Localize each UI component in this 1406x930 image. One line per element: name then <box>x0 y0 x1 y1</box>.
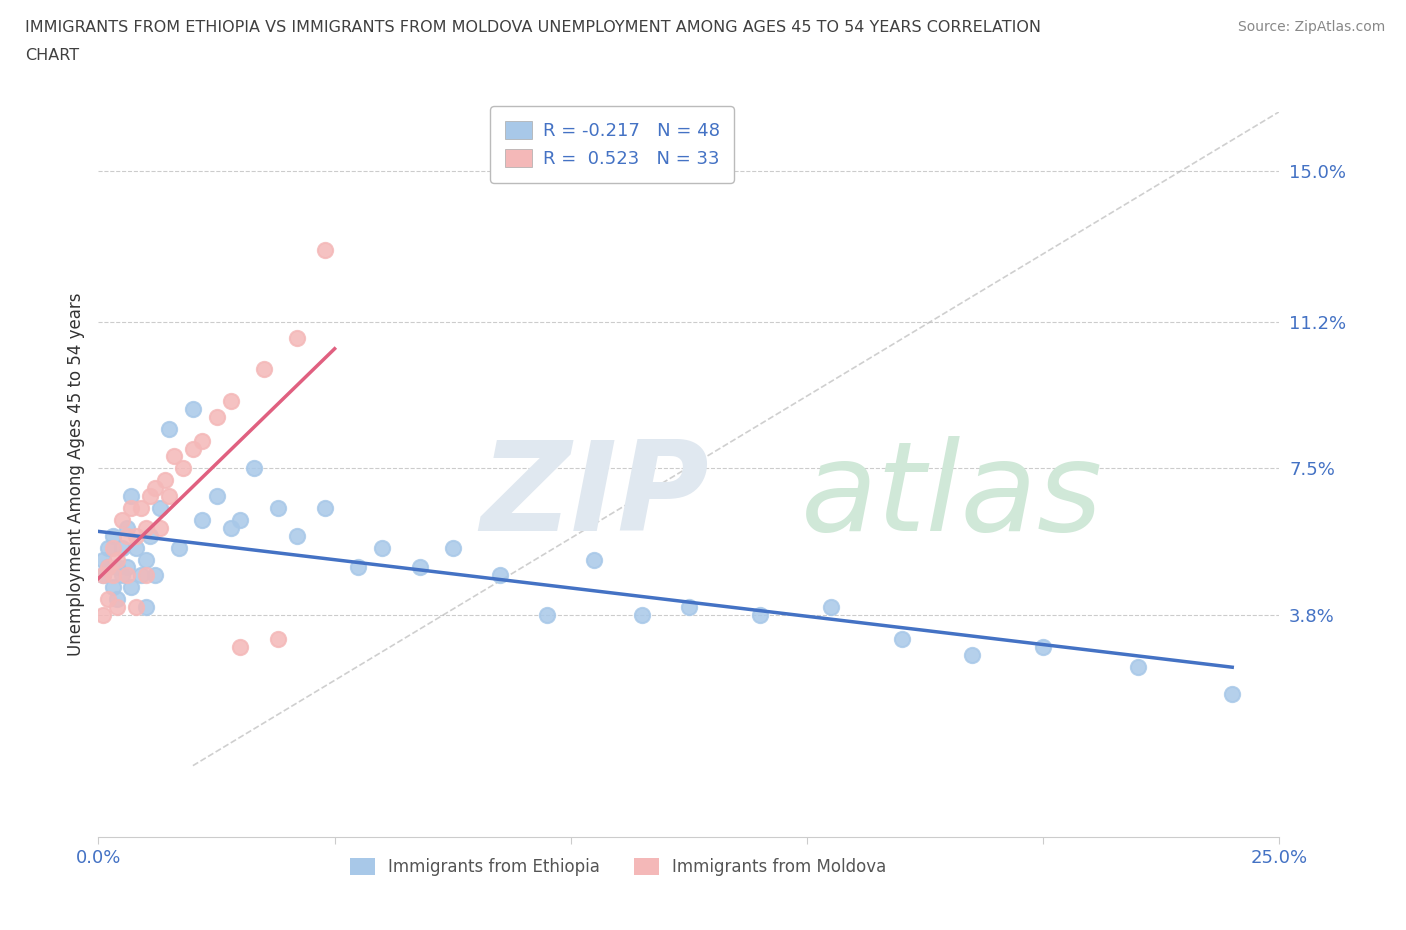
Text: ZIP: ZIP <box>479 435 709 556</box>
Point <box>121 579 143 594</box>
Point <box>314 243 336 258</box>
Point <box>536 607 558 622</box>
Point <box>1032 639 1054 654</box>
Point <box>205 409 228 424</box>
Point <box>219 521 242 536</box>
Point <box>191 512 214 527</box>
Point <box>149 521 172 536</box>
Point <box>91 568 114 583</box>
Point <box>101 528 124 543</box>
Point <box>129 568 152 583</box>
Text: CHART: CHART <box>25 48 79 63</box>
Point <box>163 449 186 464</box>
Point <box>101 579 124 594</box>
Point <box>115 568 138 583</box>
Point <box>111 568 134 583</box>
Point <box>143 568 166 583</box>
Point <box>143 481 166 496</box>
Point <box>167 540 190 555</box>
Point <box>105 600 128 615</box>
Point <box>820 600 842 615</box>
Point <box>97 560 120 575</box>
Point <box>135 600 157 615</box>
Point <box>172 461 194 476</box>
Legend: Immigrants from Ethiopia, Immigrants from Moldova: Immigrants from Ethiopia, Immigrants fro… <box>343 852 893 883</box>
Point <box>121 488 143 503</box>
Point <box>101 540 124 555</box>
Point <box>181 402 204 417</box>
Point <box>157 488 180 503</box>
Point <box>181 441 204 456</box>
Y-axis label: Unemployment Among Ages 45 to 54 years: Unemployment Among Ages 45 to 54 years <box>66 293 84 656</box>
Point <box>135 568 157 583</box>
Point <box>219 393 242 408</box>
Point <box>97 591 120 606</box>
Text: IMMIGRANTS FROM ETHIOPIA VS IMMIGRANTS FROM MOLDOVA UNEMPLOYMENT AMONG AGES 45 T: IMMIGRANTS FROM ETHIOPIA VS IMMIGRANTS F… <box>25 20 1042 35</box>
Point <box>115 521 138 536</box>
Point <box>153 472 176 487</box>
Point <box>347 560 370 575</box>
Point <box>125 540 148 555</box>
Point <box>105 552 128 567</box>
Point <box>748 607 770 622</box>
Point <box>125 528 148 543</box>
Point <box>121 500 143 515</box>
Point <box>97 540 120 555</box>
Point <box>111 540 134 555</box>
Point <box>267 500 290 515</box>
Point <box>267 631 290 646</box>
Point <box>229 512 252 527</box>
Point <box>229 639 252 654</box>
Point <box>105 591 128 606</box>
Point <box>91 607 114 622</box>
Point <box>191 433 214 448</box>
Point <box>408 560 430 575</box>
Point <box>111 512 134 527</box>
Point <box>962 647 984 662</box>
Point <box>678 600 700 615</box>
Point <box>583 552 606 567</box>
Point <box>91 568 114 583</box>
Point <box>253 362 276 377</box>
Point <box>125 600 148 615</box>
Point <box>135 521 157 536</box>
Point <box>115 560 138 575</box>
Point <box>91 552 114 567</box>
Point <box>115 528 138 543</box>
Point <box>129 500 152 515</box>
Text: Source: ZipAtlas.com: Source: ZipAtlas.com <box>1237 20 1385 34</box>
Point <box>285 330 308 345</box>
Point <box>243 461 266 476</box>
Point <box>285 528 308 543</box>
Point <box>1220 687 1243 702</box>
Point <box>371 540 394 555</box>
Point <box>97 560 120 575</box>
Point <box>205 488 228 503</box>
Point <box>441 540 464 555</box>
Point <box>139 488 162 503</box>
Point <box>630 607 652 622</box>
Point <box>139 528 162 543</box>
Text: atlas: atlas <box>801 435 1104 556</box>
Point <box>101 568 124 583</box>
Point <box>157 421 180 436</box>
Point <box>105 560 128 575</box>
Point <box>1126 659 1149 674</box>
Point <box>314 500 336 515</box>
Point <box>890 631 912 646</box>
Point <box>489 568 512 583</box>
Point <box>149 500 172 515</box>
Point <box>135 552 157 567</box>
